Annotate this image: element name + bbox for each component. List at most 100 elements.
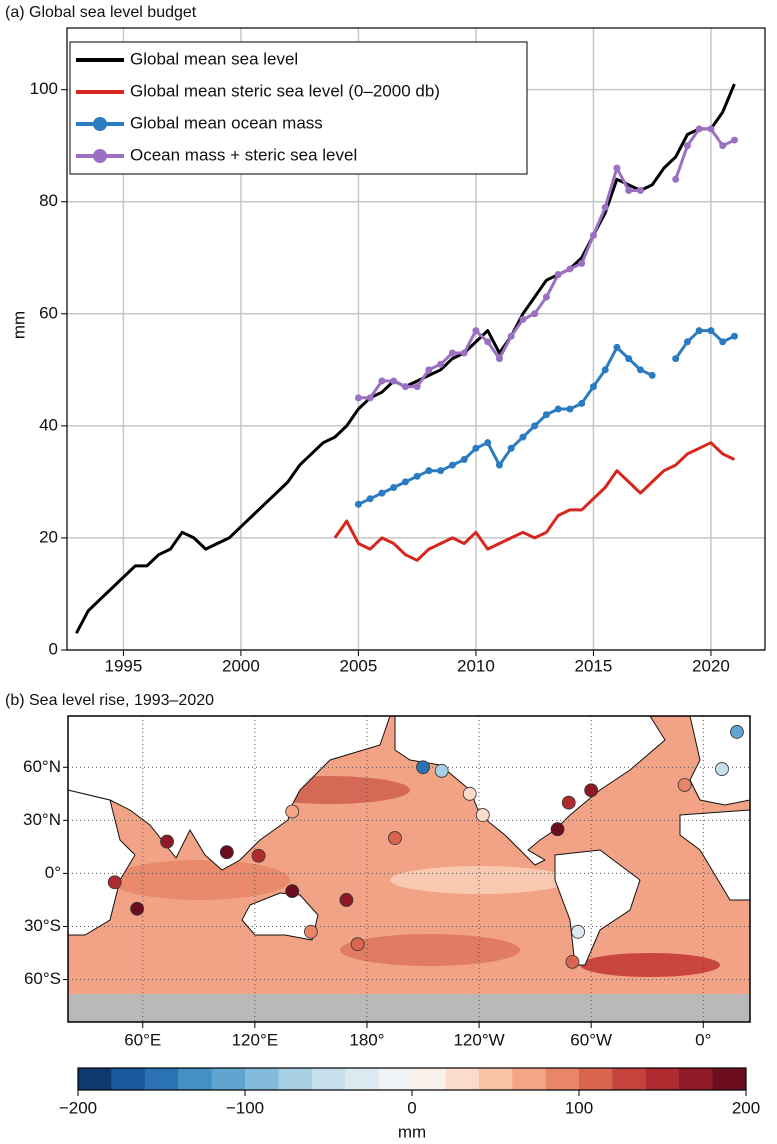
colorbar-cell <box>645 1068 680 1090</box>
legend-label: Global mean ocean mass <box>130 113 323 132</box>
tide-gauge <box>730 725 744 739</box>
data-point <box>460 349 468 357</box>
colorbar-cell <box>111 1068 146 1090</box>
data-point <box>613 343 621 351</box>
data-point <box>707 125 715 133</box>
data-point <box>507 332 515 340</box>
colorbar-cell <box>712 1068 747 1090</box>
legend-label: Global mean sea level <box>130 49 298 68</box>
data-point <box>589 231 597 239</box>
x-tick-label: 0° <box>695 1030 711 1049</box>
colorbar-cell <box>144 1068 179 1090</box>
data-point <box>378 377 386 385</box>
ocean-shading <box>580 953 720 977</box>
x-tick-label: 180° <box>349 1030 384 1049</box>
data-point <box>566 265 574 273</box>
y-tick-label: 0 <box>49 639 58 658</box>
data-point <box>531 422 539 430</box>
colorbar-cell <box>345 1068 380 1090</box>
data-point <box>413 383 421 391</box>
y-tick-label: 0° <box>45 863 61 882</box>
colorbar-cell <box>478 1068 513 1090</box>
colorbar-cell <box>679 1068 714 1090</box>
map-overlay <box>68 716 750 1022</box>
tide-gauge <box>285 804 300 819</box>
tide-gauge <box>571 924 585 939</box>
data-point <box>472 444 480 452</box>
data-point <box>730 332 738 340</box>
y-tick-label: 30°S <box>24 916 61 935</box>
data-point <box>354 394 362 402</box>
colorbar-tick-label: −100 <box>226 1098 264 1117</box>
panel-b-title: (b) Sea level rise, 1993–2020 <box>5 692 214 709</box>
data-point <box>601 366 609 374</box>
colorbar-cell <box>512 1068 547 1090</box>
legend-label: Ocean mass + steric sea level <box>130 145 357 164</box>
data-point <box>472 327 480 335</box>
colorbar-tick-label: 200 <box>732 1098 760 1117</box>
data-point <box>672 355 680 363</box>
x-tick-label: 120°W <box>453 1030 504 1049</box>
x-tick-label: 120°E <box>232 1030 279 1049</box>
tide-gauge <box>219 845 234 860</box>
data-point <box>542 293 550 301</box>
x-tick-label: 2010 <box>457 656 495 675</box>
x-tick-label: 60°E <box>124 1030 161 1049</box>
map-frame <box>67 715 751 1023</box>
data-point <box>507 444 515 452</box>
tide-gauge <box>130 901 145 916</box>
data-point <box>425 366 433 374</box>
data-point <box>554 271 562 279</box>
colorbar-cell <box>579 1068 613 1090</box>
data-point <box>695 125 703 133</box>
legend-marker <box>93 117 107 131</box>
map <box>68 716 750 1022</box>
data-point <box>390 483 398 491</box>
data-point <box>413 472 421 480</box>
data-point <box>683 338 691 346</box>
data-point <box>589 383 597 391</box>
colorbar-cell <box>278 1068 313 1090</box>
data-point <box>519 433 527 441</box>
data-point <box>578 259 586 267</box>
data-point <box>613 164 621 172</box>
colorbar-tick-label: 100 <box>565 1098 593 1117</box>
antarctica <box>68 994 750 1022</box>
data-point <box>366 394 374 402</box>
data-point <box>484 439 492 447</box>
y-tick-label: 60 <box>39 303 58 322</box>
data-point <box>448 461 456 469</box>
tide-gauge <box>434 763 449 778</box>
colorbar-cell <box>445 1068 480 1090</box>
colorbar-cell <box>378 1068 413 1090</box>
data-point <box>390 377 398 385</box>
data-point <box>366 495 374 503</box>
colorbar-cell <box>612 1068 647 1090</box>
colorbar-cell <box>78 1068 112 1090</box>
data-point <box>448 349 456 357</box>
data-point <box>437 360 445 368</box>
north-america <box>394 716 666 866</box>
data-point <box>495 355 503 363</box>
data-point <box>437 467 445 475</box>
data-point <box>354 500 362 508</box>
tide-gauge <box>550 822 565 837</box>
tide-gauge <box>350 937 365 952</box>
data-point <box>695 327 703 335</box>
x-tick-label: 2005 <box>340 656 378 675</box>
tide-gauge <box>475 808 490 822</box>
data-point <box>425 467 433 475</box>
data-point <box>460 455 468 463</box>
tide-gauge <box>160 834 174 849</box>
data-point <box>378 489 386 497</box>
tide-gauge <box>416 760 430 775</box>
plot-frame <box>66 27 766 651</box>
data-point <box>578 399 586 407</box>
tide-gauge <box>388 831 402 845</box>
data-point <box>636 366 644 374</box>
west-africa <box>679 809 750 901</box>
data-point <box>495 461 503 469</box>
legend-marker <box>93 149 107 163</box>
colorbar-tick-label: 0 <box>407 1098 416 1117</box>
